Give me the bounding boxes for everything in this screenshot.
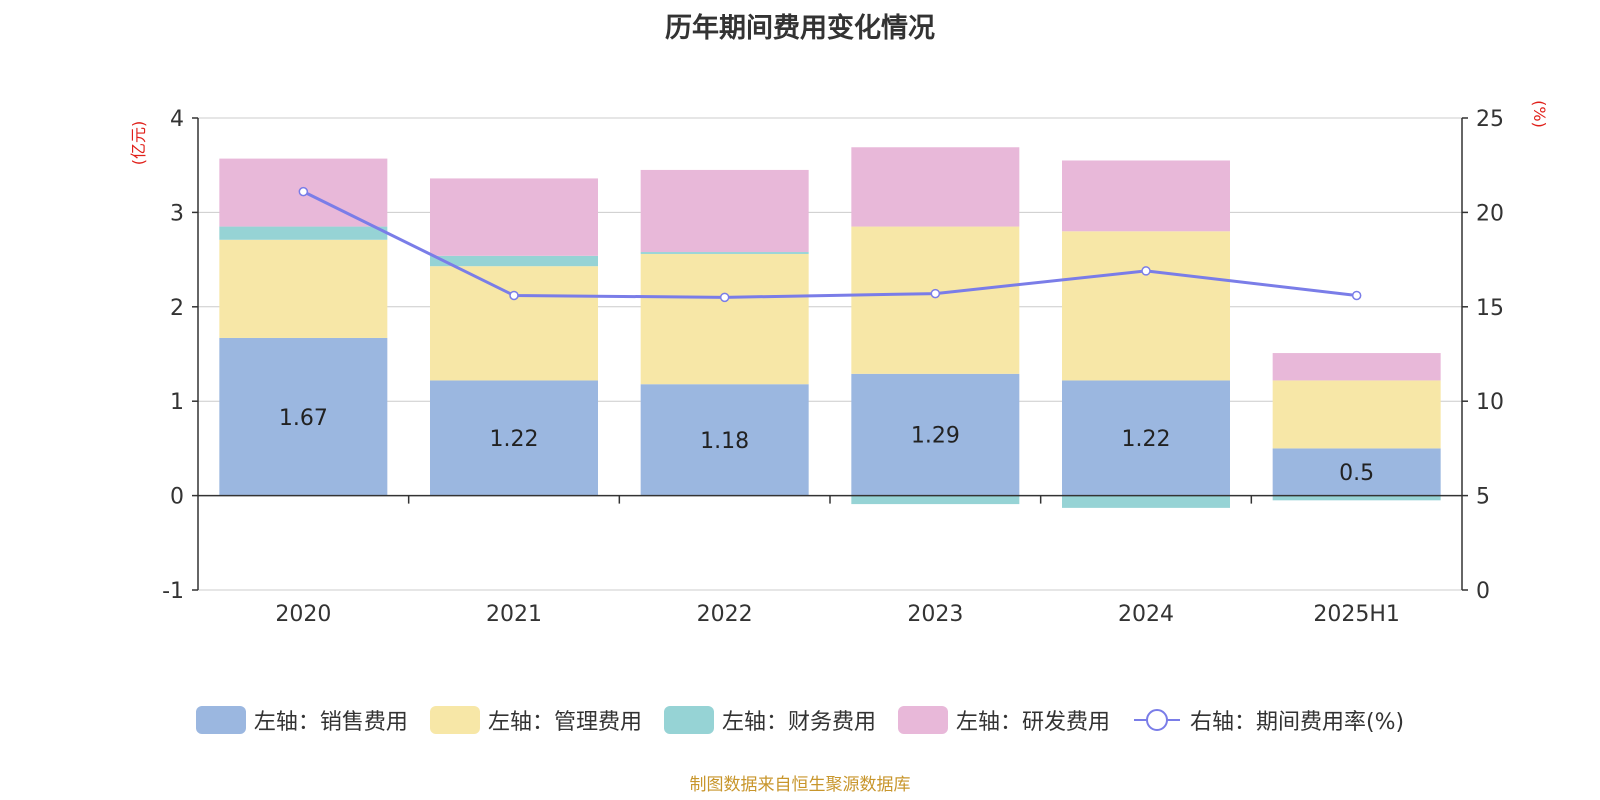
bar-segment <box>430 380 598 496</box>
rate-line <box>302 190 1357 299</box>
source-note: 制图数据来自恒生聚源数据库 <box>689 775 911 795</box>
bar-segment <box>219 226 388 240</box>
right-tick-label: 20 <box>1476 201 1504 226</box>
chart-canvas: -1 0 1 2 3 4 0 5 10 15 20 25 (亿元) (%) 2020 2021 2022 2023… <box>129 100 1549 627</box>
legend-item[interactable]: 左轴：财务费用 <box>663 704 876 736</box>
bar-segment <box>851 147 1020 227</box>
rate-point <box>509 290 519 301</box>
bar-segment <box>640 252 809 254</box>
legend-swatch <box>897 706 948 734</box>
legend: 左轴：销售费用 左轴：管理费用 左轴：财务费用 左轴：研发费用 右轴：期间费用率(%) <box>0 704 1600 736</box>
right-tick-label: 10 <box>1476 390 1504 415</box>
bar-data-label: 1.67 <box>279 406 328 431</box>
legend-label: 左轴：管理费用 <box>487 710 642 735</box>
chart-title: 历年期间费用变化情况 <box>665 13 935 44</box>
legend-item[interactable]: 左轴：销售费用 <box>195 704 408 736</box>
legend-item[interactable]: 左轴：管理费用 <box>429 704 642 736</box>
bar-segment <box>430 178 598 256</box>
legend-label: 左轴：销售费用 <box>253 710 408 735</box>
bar-segment <box>1062 495 1230 508</box>
category-label: 2020 <box>275 602 331 627</box>
right-tick-label: 15 <box>1476 296 1504 321</box>
legend-label: 左轴：财务费用 <box>721 710 876 735</box>
legend-line-swatch <box>1133 709 1180 731</box>
bar-data-label: 1.22 <box>490 427 539 452</box>
bar-segment <box>430 266 598 381</box>
left-tick-label: 2 <box>170 296 184 321</box>
bar-segment <box>640 384 809 496</box>
category-label: 2025H1 <box>1313 602 1400 627</box>
rate-point <box>719 292 730 303</box>
bar-segment <box>640 169 809 253</box>
legend-swatch <box>663 706 714 734</box>
bar-segment <box>430 255 598 267</box>
right-tick-label: 25 <box>1476 107 1504 132</box>
bar-segment <box>1272 495 1441 501</box>
legend-item[interactable]: 右轴：期间费用率(%) <box>1132 704 1404 736</box>
right-tick-label: 0 <box>1476 579 1490 604</box>
rate-point <box>298 186 309 197</box>
left-tick-label: 1 <box>170 390 184 415</box>
bar-segment <box>1272 380 1441 449</box>
legend-label: 右轴：期间费用率(%) <box>1189 710 1405 735</box>
rate-point <box>930 288 941 299</box>
legend-swatch <box>429 706 480 734</box>
left-tick-label: 3 <box>170 201 184 226</box>
left-axis-unit-label: (亿元) <box>129 121 148 166</box>
bar-data-label: 0.5 <box>1339 461 1374 486</box>
bar-segment <box>851 373 1020 496</box>
bar-segment <box>1062 231 1230 381</box>
legend-item[interactable]: 左轴：研发费用 <box>897 704 1110 736</box>
bar-segment <box>851 495 1020 505</box>
rate-point <box>1141 266 1151 276</box>
bar-segment <box>219 337 388 496</box>
rate-point <box>1351 290 1362 301</box>
bar-data-label: 1.18 <box>700 429 749 454</box>
left-tick-label: 0 <box>170 485 184 510</box>
bar-segment <box>851 226 1020 374</box>
right-tick-label: 5 <box>1476 485 1490 510</box>
category-label: 2023 <box>907 602 963 627</box>
category-label: 2021 <box>486 602 542 627</box>
bar-segment <box>640 253 809 385</box>
category-label: 2022 <box>697 602 753 627</box>
legend-swatch <box>195 706 246 734</box>
bar-segment <box>1272 353 1441 381</box>
category-label: 2024 <box>1118 602 1174 627</box>
bar-segment <box>1272 448 1441 496</box>
legend-label: 左轴：研发费用 <box>955 710 1110 735</box>
bar-segment <box>1062 380 1230 496</box>
bar-data-label: 1.29 <box>911 424 960 449</box>
bar-segment <box>219 239 388 338</box>
left-tick-label: 4 <box>170 107 184 132</box>
left-tick-label: -1 <box>162 579 184 604</box>
bar-segment <box>1062 160 1230 232</box>
right-axis-unit-label: (%) <box>1530 100 1549 128</box>
bar-data-label: 1.22 <box>1122 427 1171 452</box>
